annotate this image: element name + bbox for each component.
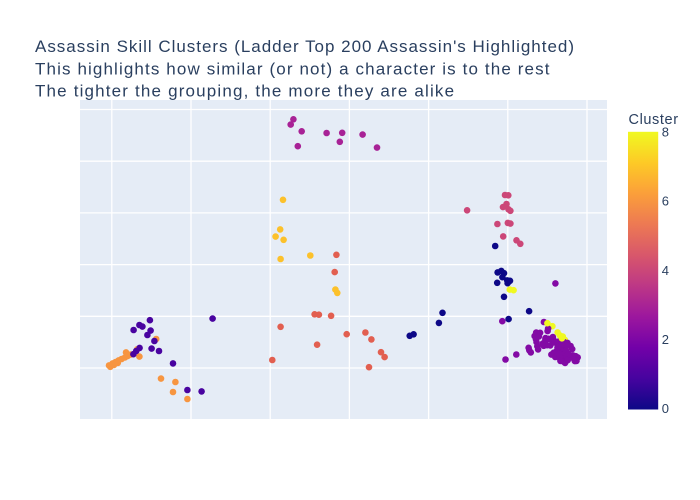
svg-text:This highlights how similar (o: This highlights how similar (or not) a c… [35,59,551,78]
svg-text:6: 6 [662,194,669,209]
svg-text:0: 0 [662,401,669,416]
svg-text:Assassin Skill Clusters (Ladde: Assassin Skill Clusters (Ladder Top 200 … [35,37,575,56]
svg-text:2: 2 [662,332,669,347]
svg-text:The tighter the grouping, the: The tighter the grouping, the more they … [35,82,455,101]
svg-text:4: 4 [662,263,669,278]
svg-text:Cluster: Cluster [629,112,679,128]
svg-text:8: 8 [662,124,669,139]
